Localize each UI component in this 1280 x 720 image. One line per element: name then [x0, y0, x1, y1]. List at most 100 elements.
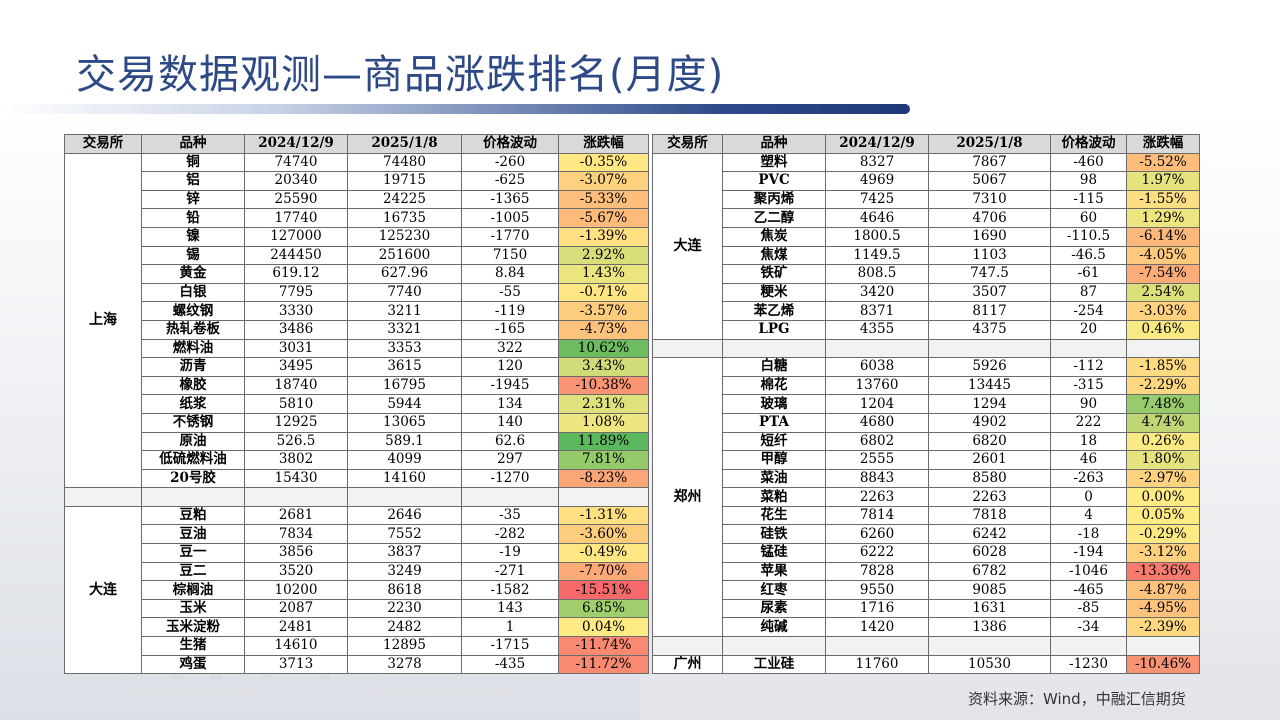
price-end-cell: 14160 [347, 468, 462, 489]
title-underline-bar [0, 104, 906, 114]
price-end-cell: 7818 [928, 505, 1051, 526]
exchange-cell: 广州 [652, 654, 723, 675]
separator-cell [825, 636, 929, 656]
price-start-cell: 4355 [825, 319, 929, 340]
title-underline-tip [896, 104, 910, 114]
price-end-cell: 9085 [928, 580, 1051, 600]
price-start-cell: 15430 [244, 468, 348, 489]
price-start-cell: 1204 [825, 394, 929, 414]
header-variety: 品种 [141, 134, 245, 154]
pct-change-cell: 0.00% [1126, 487, 1200, 507]
price-end-cell: 3507 [928, 282, 1051, 303]
price-change-cell: -271 [461, 561, 559, 582]
price-change-cell: 1 [461, 617, 559, 638]
variety-cell: 豆粕 [141, 505, 245, 526]
variety-cell: 玻璃 [722, 394, 826, 414]
pct-change-cell: -13.36% [1126, 561, 1200, 582]
variety-cell: 白糖 [722, 357, 826, 377]
separator-cell [722, 338, 826, 359]
variety-cell: PTA [722, 412, 826, 433]
variety-cell: 燃料油 [141, 338, 245, 359]
table-header-row: 交易所 品种 2024/12/9 2025/1/8 价格波动 涨跌幅 [652, 134, 1200, 154]
table-row: 低硫燃料油 3802 4099 297 7.81% [65, 450, 649, 470]
variety-cell: 铜 [141, 152, 245, 173]
variety-cell: 原油 [141, 431, 245, 452]
price-start-cell: 3495 [244, 357, 348, 377]
price-change-cell: 4 [1050, 505, 1127, 526]
pct-change-cell: 6.85% [558, 598, 649, 619]
price-start-cell: 3856 [244, 543, 348, 563]
price-end-cell: 74480 [347, 152, 462, 173]
price-start-cell: 2481 [244, 617, 348, 638]
table-row: 豆二 3520 3249 -271 -7.70% [65, 561, 649, 582]
separator-cell [1050, 636, 1127, 656]
pct-change-cell: 11.89% [558, 431, 649, 452]
variety-cell: 铁矿 [722, 264, 826, 284]
price-end-cell: 13065 [347, 412, 462, 433]
header-date-end: 2025/1/8 [928, 134, 1051, 154]
pct-change-cell: -4.73% [558, 319, 649, 340]
separator-cell [825, 338, 929, 359]
variety-cell: 硅铁 [722, 524, 826, 545]
pct-change-cell: 7.81% [558, 450, 649, 470]
price-start-cell: 7814 [825, 505, 929, 526]
price-change-cell: -1046 [1050, 561, 1127, 582]
table-row: 棕榈油 10200 8618 -1582 -15.51% [65, 580, 649, 600]
table-row: PVC 4969 5067 98 1.97% [653, 171, 1200, 191]
price-start-cell: 1420 [825, 617, 929, 638]
price-end-cell: 747.5 [928, 264, 1051, 284]
table-row: 铝 20340 19715 -625 -3.07% [65, 171, 649, 191]
table-row: 乙二醇 4646 4706 60 1.29% [653, 208, 1200, 228]
price-change-cell: 90 [1050, 394, 1127, 414]
page-title: 交易数据观测—商品涨跌排名(月度) [76, 52, 725, 98]
price-end-cell: 4902 [928, 412, 1051, 433]
pct-change-cell: -0.71% [558, 282, 649, 303]
pct-change-cell: -11.74% [558, 636, 649, 656]
pct-change-cell: -4.87% [1126, 580, 1200, 600]
table-row: 白银 7795 7740 -55 -0.71% [65, 282, 649, 303]
price-end-cell: 16735 [347, 208, 462, 228]
pct-change-cell: -3.12% [1126, 543, 1200, 563]
separator-cell [461, 487, 559, 507]
price-change-cell: -1270 [461, 468, 559, 489]
table-row: 镍 127000 125230 -1770 -1.39% [65, 226, 649, 247]
price-end-cell: 4375 [928, 319, 1051, 340]
price-start-cell: 3486 [244, 319, 348, 340]
separator-cell [722, 636, 826, 656]
price-start-cell: 127000 [244, 226, 348, 247]
price-end-cell: 2646 [347, 505, 462, 526]
separator-cell [347, 487, 462, 507]
variety-cell: 锡 [141, 245, 245, 266]
pct-change-cell: 2.54% [1126, 282, 1200, 303]
price-start-cell: 13760 [825, 375, 929, 396]
header-exchange: 交易所 [652, 134, 723, 154]
pct-change-cell: -4.05% [1126, 245, 1200, 266]
price-start-cell: 6222 [825, 543, 929, 563]
pct-change-cell: 7.48% [1126, 394, 1200, 414]
price-end-cell: 4706 [928, 208, 1051, 228]
pct-change-cell: 0.26% [1126, 431, 1200, 452]
price-start-cell: 17740 [244, 208, 348, 228]
pct-change-cell: -2.29% [1126, 375, 1200, 396]
price-start-cell: 1800.5 [825, 226, 929, 247]
price-start-cell: 10200 [244, 580, 348, 600]
price-end-cell: 1386 [928, 617, 1051, 638]
pct-change-cell: -2.39% [1126, 617, 1200, 638]
table-row: 锰硅 6222 6028 -194 -3.12% [653, 543, 1200, 563]
variety-cell: 工业硅 [722, 654, 826, 675]
price-start-cell: 1149.5 [825, 245, 929, 266]
variety-cell: 玉米淀粉 [141, 617, 245, 638]
price-start-cell: 7828 [825, 561, 929, 582]
price-change-cell: 322 [461, 338, 559, 359]
variety-cell: 热轧卷板 [141, 319, 245, 340]
variety-cell: 低硫燃料油 [141, 450, 245, 470]
pct-change-cell: 4.74% [1126, 412, 1200, 433]
price-start-cell: 5810 [244, 394, 348, 414]
pct-change-cell: 0.05% [1126, 505, 1200, 526]
price-start-cell: 2087 [244, 598, 348, 619]
price-end-cell: 2230 [347, 598, 462, 619]
variety-cell: 粳米 [722, 282, 826, 303]
price-start-cell: 3330 [244, 301, 348, 321]
separator-cell [141, 487, 245, 507]
price-change-cell: -263 [1050, 468, 1127, 489]
